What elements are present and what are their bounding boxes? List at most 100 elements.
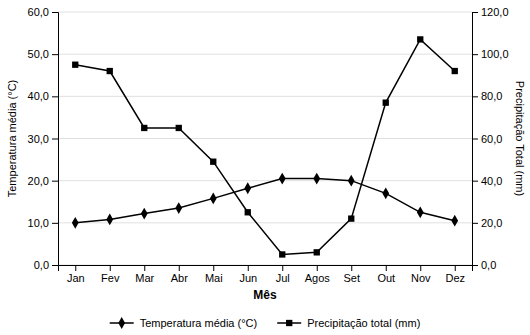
tick-label: 120,0	[481, 6, 509, 18]
tick: Out	[377, 265, 395, 284]
tick-mark	[472, 96, 478, 97]
legend-marker	[286, 320, 292, 326]
legend-item: Precipitação total (mm)	[277, 317, 420, 329]
tick-label: Abr	[171, 272, 188, 284]
tick-mark	[472, 265, 478, 266]
tick-label: Jun	[239, 272, 257, 284]
tick: Jan	[67, 265, 85, 284]
grid-line	[58, 12, 472, 13]
marker	[72, 217, 79, 229]
legend: Temperatura média (°C) Precipitação total…	[110, 317, 421, 329]
tick-label: Dez	[445, 272, 465, 284]
tick-mark	[472, 181, 478, 182]
tick-mark	[75, 265, 76, 271]
grid	[58, 12, 472, 265]
marker	[210, 192, 217, 204]
marker	[141, 208, 148, 220]
x-axis: Jan Fev Mar Abr Mai Jun Jul Agos Set Out Nov Dez	[59, 265, 473, 284]
grid-line	[58, 222, 472, 223]
legend-item: Temperatura média (°C)	[110, 317, 258, 329]
tick-label: 0,0	[481, 259, 496, 271]
tick: 80,0	[472, 90, 502, 102]
y2-axis: 0,0 20,0 40,0 60,0 80,0 100,0 120,0	[472, 6, 509, 271]
tick: 60,0	[28, 6, 58, 18]
tick-mark	[420, 265, 421, 271]
marker	[314, 249, 320, 255]
y-axis: 0,010,020,030,040,050,060,0	[28, 6, 59, 271]
tick: Agos	[305, 265, 331, 284]
tick-mark	[144, 265, 145, 271]
tick-label: Jan	[67, 272, 85, 284]
tick-label: Out	[377, 272, 395, 284]
series	[72, 36, 458, 257]
tick-label: 30,0	[28, 133, 49, 145]
axis-line	[52, 13, 59, 266]
grid-line	[58, 96, 472, 97]
marker	[141, 125, 147, 131]
tick-label: 60,0	[28, 6, 49, 18]
legend-label: Temperatura média (°C)	[140, 317, 258, 329]
tick: 50,0	[28, 48, 58, 60]
tick-mark	[317, 265, 318, 271]
marker	[175, 202, 182, 214]
tick-label: Jul	[276, 272, 290, 284]
tick: Mai	[205, 265, 223, 284]
tick: Nov	[411, 265, 431, 284]
tick: 0,0	[34, 259, 58, 271]
tick: 0,0	[472, 259, 496, 271]
tick-mark	[472, 54, 478, 55]
tick: Jul	[276, 265, 290, 284]
grid-line	[58, 180, 472, 181]
legend-marker	[118, 317, 125, 329]
tick-mark	[52, 12, 58, 13]
tick-mark	[52, 223, 58, 224]
tick-mark	[472, 223, 478, 224]
tick-mark	[282, 265, 283, 271]
marker	[451, 215, 458, 227]
x-axis-title: Mês	[253, 288, 277, 302]
marker	[279, 173, 286, 185]
tick-mark	[52, 139, 58, 140]
tick-mark	[351, 265, 352, 271]
axis-line	[59, 266, 473, 272]
plot-area	[72, 36, 458, 257]
tick-label: 100,0	[481, 48, 509, 60]
tick: 100,0	[472, 48, 509, 60]
tick-mark	[213, 265, 214, 271]
marker	[452, 68, 458, 74]
tick: Abr	[171, 265, 188, 284]
tick-mark	[455, 265, 456, 271]
tick-label: 80,0	[481, 90, 502, 102]
marker	[348, 175, 355, 187]
tick-label: Set	[343, 272, 360, 284]
tick: 40,0	[28, 90, 58, 102]
tick-mark	[472, 139, 478, 140]
grid-line	[58, 54, 472, 55]
marker	[107, 68, 113, 74]
tick-label: 40,0	[481, 175, 502, 187]
tick-label: 60,0	[481, 133, 502, 145]
tick-mark	[52, 96, 58, 97]
tick-mark	[386, 265, 387, 271]
marker	[72, 62, 78, 68]
tick: 30,0	[28, 133, 58, 145]
tick: Set	[343, 265, 360, 284]
tick-label: Nov	[411, 272, 431, 284]
tick-label: Agos	[305, 272, 331, 284]
marker	[279, 251, 285, 257]
line	[75, 179, 455, 223]
tick-label: 50,0	[28, 48, 49, 60]
grid-line	[58, 138, 472, 139]
tick: Fev	[101, 265, 120, 284]
tick: 120,0	[472, 6, 509, 18]
legend-label: Precipitação total (mm)	[307, 317, 420, 329]
tick: Dez	[445, 265, 465, 284]
tick-label: 20,0	[481, 217, 502, 229]
tick-label: Mar	[135, 272, 154, 284]
tick-mark	[472, 12, 478, 13]
tick-label: 20,0	[28, 175, 49, 187]
tick: 60,0	[472, 133, 502, 145]
tick-mark	[52, 265, 58, 266]
tick-label: 0,0	[34, 259, 49, 271]
series	[72, 173, 458, 229]
